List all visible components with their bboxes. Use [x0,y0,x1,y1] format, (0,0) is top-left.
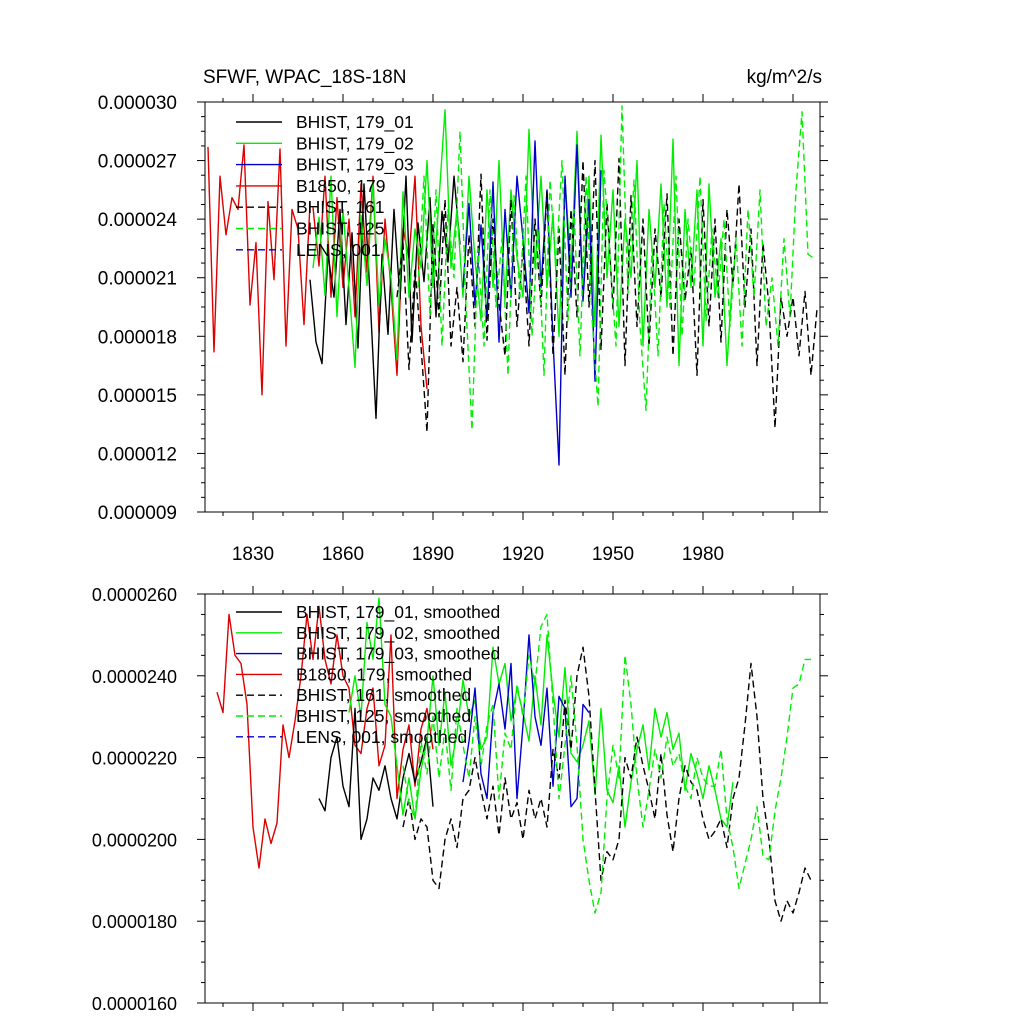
legend-label: BHIST, 161 [296,197,385,217]
y-tick-label: 0.0000240 [92,667,177,687]
series-line [318,707,434,841]
y-tick-label: 0.0000180 [92,912,177,932]
y-tick-label: 0.0000260 [92,585,177,605]
series-line [402,613,811,914]
x-tick-label: 1830 [232,544,274,565]
x-tick-label: 1860 [322,544,364,565]
bottom-chart-panel: 0.0000160 0.0000180 0.0000200 0.0000220 0.00… [92,585,828,1014]
chart-title-left: SFWF, WPAC_18S-18N [203,67,406,88]
legend-label: BHIST, 179_03, smoothed [296,644,500,665]
series-line [402,646,812,922]
x-tick-label: 1890 [412,544,454,565]
x-tick-label: 1920 [502,544,544,565]
legend-label: BHIST, 161, smoothed [296,685,471,705]
series-line [207,144,311,396]
series-line [312,109,734,369]
chart-units: kg/m^2/s [747,67,822,88]
y-tick-label: 0.000015 [98,386,177,407]
series-group [207,105,818,466]
legend-label: BHIST, 179_02, smoothed [296,623,500,644]
legend-label: LENS, 001 [296,240,381,260]
legend-label: BHIST, 179_01, smoothed [296,602,500,623]
legend-label: BHIST, 179_03 [296,155,414,176]
y-tick-label: 0.0000220 [92,749,177,769]
series-line [348,597,734,828]
y-tick-label: 0.000021 [98,269,177,290]
legend-label: B1850, 179 [296,176,386,196]
legend-label: BHIST, 125, smoothed [296,706,471,726]
x-tick-label: 1950 [592,544,634,565]
legend-label: LENS, 001, smoothed [296,727,467,747]
series-line [396,157,818,433]
y-tick-label: 0.000024 [98,210,178,231]
series-group [216,597,812,922]
legend-label: BHIST, 125 [296,219,385,239]
top-chart-panel: SFWF, WPAC_18S-18N kg/m^2/s 0.000009 0.00… [98,67,828,565]
series-line [417,105,815,431]
y-tick-label: 0.000009 [98,503,177,524]
legend-label: B1850, 179, smoothed [296,664,472,684]
y-tick-label: 0.0000160 [92,994,177,1014]
legend-label: BHIST, 179_02 [296,133,414,154]
series-line [216,605,434,869]
y-tick-label: 0.000018 [98,327,177,348]
y-tick-label: 0.000012 [98,444,177,465]
y-tick-label: 0.0000200 [92,830,177,850]
x-tick-label: 1980 [682,544,724,565]
legend-label: BHIST, 179_01 [296,112,414,133]
y-tick-label: 0.000030 [98,93,177,114]
y-tick-label: 0.000027 [98,152,177,173]
